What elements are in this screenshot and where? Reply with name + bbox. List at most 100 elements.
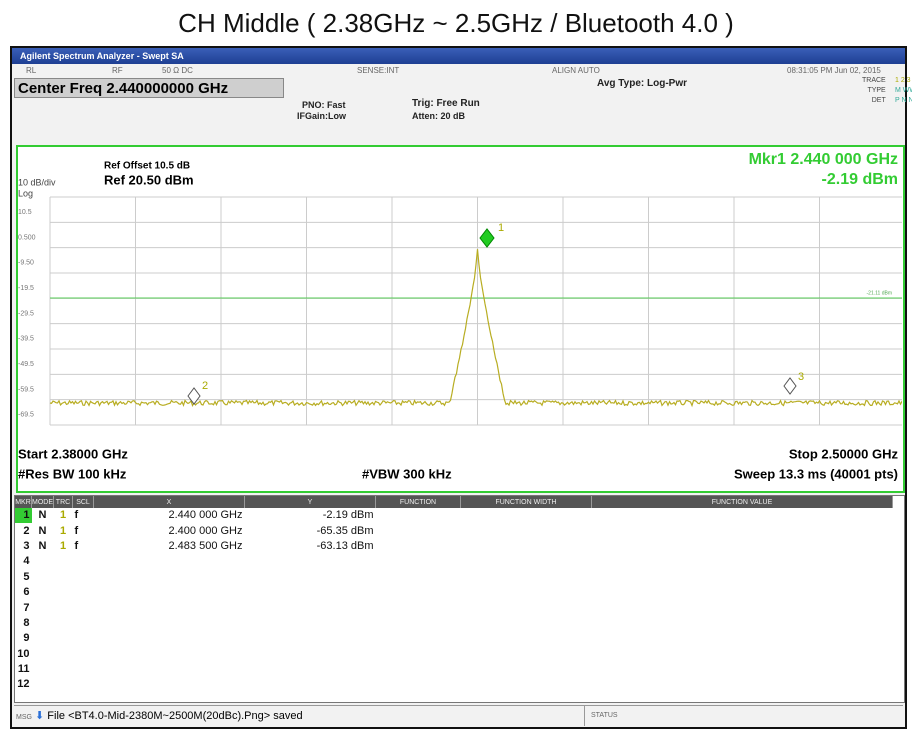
trace-label: TYPE bbox=[867, 87, 886, 94]
table-row: 2 N 1 f 2.400 000 GHz -65.35 dBm bbox=[15, 523, 893, 538]
header-cell: FUNCTION WIDTH bbox=[460, 496, 592, 508]
y-label: -59.5 bbox=[18, 386, 34, 393]
graticule: 10.5 0.500 -9.50 -19.5 -29.5 -39.5 -49.5 -59.5 -… bbox=[18, 196, 902, 426]
table-cell: 2.483 500 GHz bbox=[168, 539, 243, 552]
table-cell: 5 bbox=[23, 570, 30, 583]
stop-freq: Stop 2.50000 GHz bbox=[789, 446, 899, 461]
table-cell bbox=[94, 662, 245, 677]
table-row: 5 bbox=[15, 570, 893, 585]
table-cell: 3 bbox=[23, 539, 30, 552]
table-cell bbox=[73, 585, 94, 600]
table-cell bbox=[32, 585, 54, 600]
table-cell bbox=[54, 554, 73, 569]
log-label: Log bbox=[18, 188, 33, 198]
ref-level: Ref 20.50 dBm bbox=[104, 172, 194, 187]
vbw: #VBW 300 kHz bbox=[362, 466, 452, 481]
table-cell bbox=[32, 600, 54, 615]
table-cell bbox=[54, 570, 73, 585]
table-cell bbox=[94, 647, 245, 662]
status-label: STATUS bbox=[584, 706, 618, 726]
table-cell bbox=[245, 677, 376, 692]
trace-label: TRACE bbox=[862, 77, 886, 84]
trace-value: P N N N N N bbox=[895, 97, 912, 104]
table-cell bbox=[376, 631, 461, 646]
table-cell: 12 bbox=[17, 678, 30, 691]
table-row: 10 bbox=[15, 647, 893, 662]
header-row: MKR MODE TRC SCL X Y FUNCTION FUNCTION WIDTH FUN… bbox=[15, 496, 893, 508]
marker-freq: Mkr1 2.440 000 GHz bbox=[749, 151, 898, 168]
table-cell bbox=[94, 585, 245, 600]
status-item: 50 Ω DC bbox=[162, 66, 193, 75]
table-row: 8 bbox=[15, 616, 893, 631]
table-row: 1 N 1 f 2.440 000 GHz -2.19 dBm bbox=[15, 508, 893, 524]
marker-2 bbox=[187, 387, 201, 405]
y-label: 10.5 bbox=[18, 209, 32, 216]
table-cell: 7 bbox=[23, 601, 30, 614]
start-freq: Start 2.38000 GHz bbox=[18, 446, 128, 461]
table-cell: 2.400 000 GHz bbox=[168, 524, 243, 537]
table-cell bbox=[54, 600, 73, 615]
marker-1 bbox=[479, 228, 495, 248]
table-cell bbox=[461, 585, 592, 600]
table-row: 7 bbox=[15, 600, 893, 615]
table-cell bbox=[73, 677, 94, 692]
analyzer-window: Agilent Spectrum Analyzer - Swept SA RL … bbox=[10, 46, 912, 729]
display-line-label: -21.11 dBm bbox=[867, 290, 892, 296]
table-cell bbox=[73, 554, 94, 569]
table-cell bbox=[376, 523, 461, 538]
y-label: -9.50 bbox=[18, 260, 34, 267]
trace-value: 1 2 3 4 5 6 bbox=[895, 77, 912, 84]
table-cell: 10 bbox=[17, 647, 30, 660]
pno: PNO: Fast bbox=[302, 100, 346, 110]
marker-level: -2.19 dBm bbox=[822, 171, 898, 188]
table-cell bbox=[461, 677, 592, 692]
table-cell bbox=[592, 662, 893, 677]
status-item: 08:31:05 PM Jun 02, 2015 bbox=[787, 66, 881, 75]
table-cell bbox=[376, 570, 461, 585]
table-cell bbox=[54, 677, 73, 692]
table-cell bbox=[461, 647, 592, 662]
table-cell bbox=[376, 677, 461, 692]
msg-icon: ⬇ bbox=[35, 710, 45, 722]
table-cell bbox=[245, 600, 376, 615]
header-cell: Y bbox=[244, 496, 376, 508]
table-cell bbox=[245, 570, 376, 585]
table-cell: f bbox=[74, 509, 79, 522]
trace-values: 1 2 3 4 5 6 M WWWWW P N N N N N bbox=[895, 76, 912, 106]
trace-label: DET bbox=[871, 97, 886, 104]
table-cell bbox=[461, 508, 592, 523]
table-cell: 1 bbox=[59, 539, 67, 552]
table-row: 4 bbox=[15, 554, 893, 569]
table-cell bbox=[245, 647, 376, 662]
table-cell bbox=[592, 647, 893, 662]
table-row: 3 N 1 f 2.483 500 GHz -63.13 dBm bbox=[15, 539, 893, 554]
table-cell: N bbox=[38, 539, 47, 552]
status-item: RF bbox=[112, 66, 123, 75]
scale: 10 dB/div bbox=[18, 177, 56, 187]
status-bar: MSG ⬇ File <BT4.0-Mid-2380M~2500M(20dBc)… bbox=[14, 705, 903, 726]
table-cell bbox=[376, 508, 461, 523]
header-cell: FUNCTION VALUE bbox=[591, 496, 893, 508]
marker-label: 1 bbox=[498, 222, 504, 234]
table-cell bbox=[592, 616, 893, 631]
plot-box bbox=[16, 145, 905, 493]
table-cell bbox=[32, 554, 54, 569]
avg-type: Avg Type: Log-Pwr bbox=[597, 78, 687, 89]
y-label: -19.5 bbox=[18, 285, 34, 292]
header-cell: FUNCTION bbox=[375, 496, 461, 508]
y-label: 0.500 bbox=[18, 234, 36, 241]
table: MKR MODE TRC SCL X Y FUNCTION FUNCTION WIDTH FUN… bbox=[15, 496, 893, 693]
table-cell bbox=[54, 631, 73, 646]
table-cell bbox=[73, 570, 94, 585]
table-cell bbox=[461, 523, 592, 538]
table-cell bbox=[245, 554, 376, 569]
page-title: CH Middle ( 2.38GHz ~ 2.5GHz / Bluetooth… bbox=[178, 8, 734, 38]
y-label: -29.5 bbox=[18, 310, 34, 317]
table-cell bbox=[73, 662, 94, 677]
msg-text: File <BT4.0-Mid-2380M~2500M(20dBc).Png> … bbox=[47, 710, 303, 722]
table-cell bbox=[94, 677, 245, 692]
marker-label: 3 bbox=[798, 371, 804, 383]
center-freq[interactable]: Center Freq 2.440000000 GHz bbox=[14, 78, 284, 98]
y-label: -39.5 bbox=[18, 336, 34, 343]
